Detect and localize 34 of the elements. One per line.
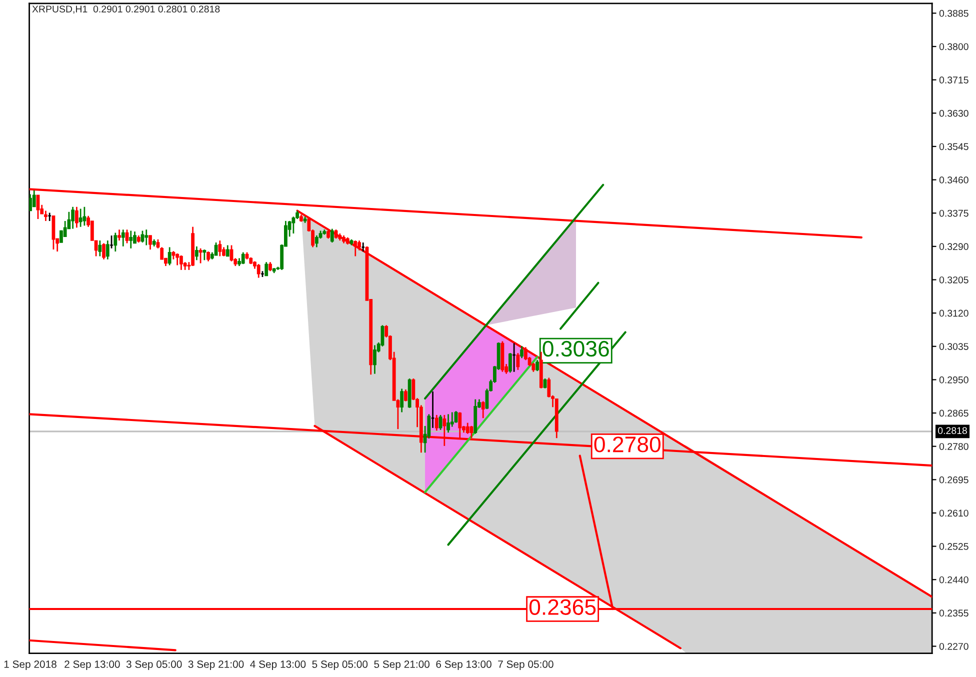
y-tick-label: 0.2270 [939, 642, 968, 650]
y-tick-label: 0.3715 [939, 76, 968, 84]
y-tick-label: 0.3120 [939, 310, 968, 317]
ref-line-label: 0.2818 [938, 427, 967, 434]
y-tick-label: 0.2610 [939, 510, 968, 517]
y-tick-label: 0.3885 [939, 10, 968, 17]
x-tick-label: 4 Sep 13:00 [250, 660, 306, 670]
y-tick-label: 0.3630 [939, 110, 968, 117]
y-tick-label: 0.2355 [939, 610, 968, 617]
y-tick-label: 0.3035 [939, 343, 968, 350]
x-tick-label: 2 Sep 13:00 [64, 660, 120, 670]
x-tick-label: 5 Sep 21:00 [374, 660, 430, 670]
y-tick-label: 0.2865 [939, 410, 968, 417]
annotation: 0.2365 [529, 599, 596, 615]
y-tick-label: 0.3545 [939, 143, 968, 150]
y-tick-label: 0.3205 [939, 276, 968, 284]
x-tick-label: 1 Sep 2018 [4, 660, 56, 670]
y-tick-label: 0.2950 [939, 376, 968, 384]
x-tick-label: 3 Sep 05:00 [126, 660, 182, 670]
y-tick-label: 0.3460 [939, 176, 968, 184]
y-tick-label: 0.3375 [939, 210, 968, 217]
x-tick-label: 6 Sep 13:00 [436, 660, 492, 670]
y-tick-label: 0.2525 [939, 543, 968, 550]
y-tick-label: 0.2695 [939, 476, 968, 484]
x-tick-label: 3 Sep 21:00 [188, 660, 244, 670]
y-tick-label: 0.3290 [939, 243, 968, 250]
y-tick-label: 0.3800 [939, 43, 968, 50]
x-tick-label: 7 Sep 05:00 [498, 660, 554, 670]
chart-title: XRPUSD,H1 0.2901 0.2901 0.2801 0.2818 [32, 6, 220, 14]
y-tick-label: 0.2440 [939, 576, 968, 584]
annotation: 0.3036 [542, 340, 609, 357]
annotation: 0.2780 [594, 436, 661, 452]
y-tick-label: 0.2780 [939, 443, 968, 450]
x-tick-label: 5 Sep 05:00 [312, 660, 368, 670]
